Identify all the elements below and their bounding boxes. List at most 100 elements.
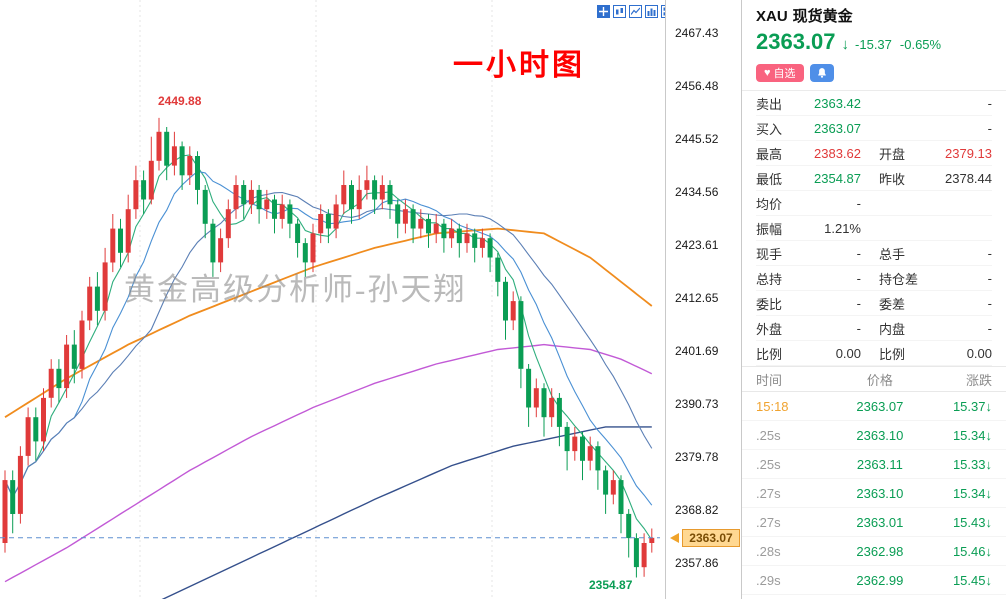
stat-row: 现手 - 总手 - xyxy=(756,241,992,266)
tick-price: 2363.10 xyxy=(856,427,904,443)
stat-row: 外盘 - 内盘 - xyxy=(756,316,992,341)
axis-price-label: 2467.43 xyxy=(675,26,719,40)
price-tag-arrow-icon xyxy=(670,532,679,543)
low-annotation: 2354.87 xyxy=(589,578,633,592)
stat-value: 0.00 xyxy=(966,345,992,361)
axis-price-label: 2368.82 xyxy=(675,502,719,517)
axis-price-label: 2434.56 xyxy=(675,184,719,199)
stat-label: 振幅 xyxy=(756,221,783,237)
high-annotation: 2449.88 xyxy=(158,94,202,108)
tick-row: .25s 2363.11 15.33↓ xyxy=(742,450,1006,479)
tick-price: 2362.98 xyxy=(856,543,904,559)
stat-label: 内盘 xyxy=(879,321,906,337)
tick-header-price: 价格 xyxy=(866,372,893,388)
tick-header-time: 时间 xyxy=(756,372,783,388)
tick-change: 15.34↓ xyxy=(952,485,992,501)
tick-price: 2363.07 xyxy=(856,398,904,414)
tick-time: .27s xyxy=(756,514,781,530)
stat-label: 比例 xyxy=(879,346,906,362)
axis-price-label: 2423.61 xyxy=(675,237,719,252)
stat-label: 现手 xyxy=(756,246,783,262)
tick-row: .31s2363.0315.41↓ xyxy=(742,595,1006,599)
stat-value: - xyxy=(987,120,992,136)
stat-label: 委差 xyxy=(879,296,906,312)
stat-value: - xyxy=(987,320,992,336)
last-price-row: 2363.07 ↓ -15.37 -0.65% xyxy=(742,26,1006,60)
stat-row: 振幅 1.21% xyxy=(756,216,992,241)
price-alert-button[interactable] xyxy=(809,64,834,82)
stat-value: 2363.07 xyxy=(814,120,861,136)
stat-value: 2379.13 xyxy=(945,145,992,161)
tick-price: 2363.01 xyxy=(856,514,904,530)
bell-icon xyxy=(816,67,828,79)
axis-price-label: 2357.86 xyxy=(675,555,719,570)
tick-row: .28s 2362.98 15.46↓ xyxy=(742,537,1006,566)
axis-price-label: 2412.65 xyxy=(675,290,719,305)
stat-value: - xyxy=(987,245,992,261)
quote-actions: ♥ 自选 xyxy=(742,60,1006,91)
stat-label: 委比 xyxy=(756,296,783,312)
tick-row: .27s 2363.01 15.43↓ xyxy=(742,508,1006,537)
candlestick-chart[interactable]: 黄金高级分析师-孙天翔 一小时图 2449.88 2354.87 xyxy=(0,0,674,599)
axis-price-label: 2401.69 xyxy=(675,343,719,358)
stat-row: 最高 2383.62 开盘 2379.13 xyxy=(756,141,992,166)
symbol-name: 现货黄金 xyxy=(792,8,853,25)
tick-time: .28s xyxy=(756,543,781,559)
stat-value: - xyxy=(987,95,992,111)
quote-panel: XAU 现货黄金 2363.07 ↓ -15.37 -0.65% ♥ 自选 卖出 2… xyxy=(742,0,1006,599)
tick-row: 15:18 2363.07 15.37↓ xyxy=(742,392,1006,421)
current-price-tag: 2363.07 xyxy=(670,528,740,547)
stat-row: 委比 - 委差 - xyxy=(756,291,992,316)
tick-change: 15.45↓ xyxy=(952,572,992,588)
price-tag-value: 2363.07 xyxy=(689,530,733,545)
price-change-pct: -0.65% xyxy=(899,37,942,52)
add-favorite-button[interactable]: ♥ 自选 xyxy=(756,64,804,82)
tick-change: 15.46↓ xyxy=(952,543,992,559)
stat-value: 2354.87 xyxy=(814,170,861,186)
stat-label: 总持 xyxy=(756,271,783,287)
bar-chart-icon[interactable] xyxy=(645,5,658,18)
stat-value: - xyxy=(856,195,861,211)
stat-row: 总持 - 持仓差 - xyxy=(756,266,992,291)
candlestick-style-icon[interactable] xyxy=(613,5,626,18)
stat-label: 买入 xyxy=(756,121,783,137)
price-change: -15.37 xyxy=(855,37,892,52)
stat-value: - xyxy=(856,320,861,336)
symbol-code: XAU xyxy=(756,8,788,25)
stat-label: 开盘 xyxy=(879,146,906,162)
stat-value: - xyxy=(987,295,992,311)
stat-row: 最低 2354.87 昨收 2378.44 xyxy=(756,166,992,191)
tick-price: 2363.11 xyxy=(856,456,903,472)
stat-value: 2383.62 xyxy=(814,145,861,161)
stat-label: 总手 xyxy=(879,246,906,262)
axis-price-label: 2445.52 xyxy=(675,131,719,146)
axis-price-label: 2379.78 xyxy=(675,449,719,464)
axis-price-label: 2390.73 xyxy=(675,396,719,411)
stat-value: 1.21% xyxy=(824,220,861,236)
tick-change: 15.37↓ xyxy=(952,398,992,414)
chart-toolbar xyxy=(597,5,674,18)
line-chart-icon[interactable] xyxy=(629,5,642,18)
last-price: 2363.07 xyxy=(756,29,836,54)
price-axis: 2363.07 2467.43 2456.48 2445.52 2434.56 2423… xyxy=(665,0,742,599)
tick-time: .25s xyxy=(756,427,781,443)
stat-value: - xyxy=(856,295,861,311)
tick-time: 15:18 xyxy=(756,398,789,414)
stat-row: 比例 0.00 比例 0.00 xyxy=(756,341,992,366)
chart-canvas xyxy=(0,0,660,599)
stat-label: 外盘 xyxy=(756,321,783,337)
stat-row: 均价 - xyxy=(756,191,992,216)
tick-change: 15.43↓ xyxy=(952,514,992,530)
layout-grid-icon[interactable] xyxy=(597,5,610,18)
tick-header-change: 涨跌 xyxy=(965,372,992,388)
timeframe-label: 一小时图 xyxy=(453,49,585,82)
quote-stats: 卖出 2363.42 - 买入 2363.07 - 最高 2383.62 开盘 2379.13 最低… xyxy=(742,91,1006,366)
stat-value: - xyxy=(856,245,861,261)
tick-time: .29s xyxy=(756,572,781,588)
down-arrow-icon: ↓ xyxy=(841,36,850,53)
stat-value: - xyxy=(987,270,992,286)
tick-list: 15:18 2363.07 15.37↓ .25s 2363.10 15.34↓ .25s 2… xyxy=(742,392,1006,599)
symbol-header: XAU 现货黄金 xyxy=(742,0,1006,26)
stat-row: 卖出 2363.42 - xyxy=(756,91,992,116)
